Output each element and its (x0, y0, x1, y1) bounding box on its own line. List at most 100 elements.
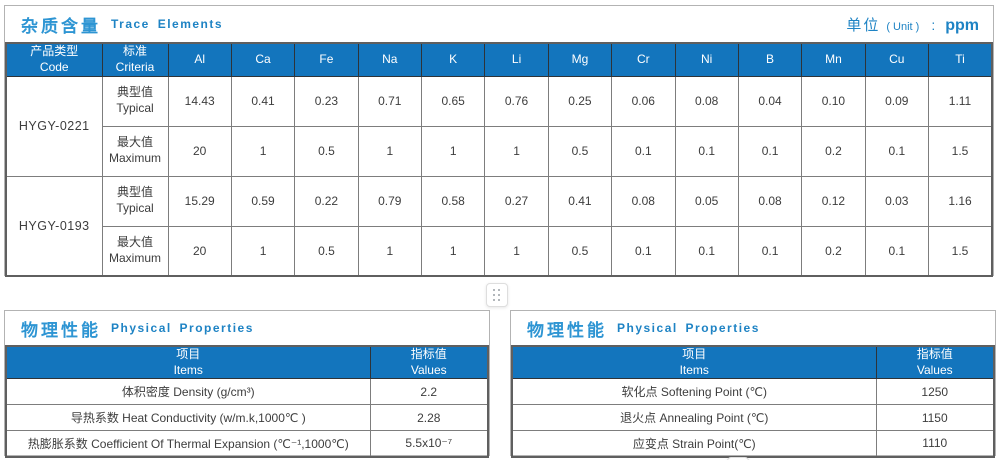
unit-colon: : (931, 16, 936, 33)
physical-properties-right-table: 项目 Items 指标值 Values 软化点 Softening Point … (511, 345, 995, 458)
value-cell: 0.2 (801, 125, 866, 177)
trace-title-en: Trace Elements (111, 17, 224, 31)
col-header-element: Ni (674, 42, 739, 77)
item-cell: 导热系数 Heat Conductivity (w/m.k,1000℃ ) (5, 404, 371, 432)
unit-cjk: 单位 (846, 16, 881, 34)
value-cell: 0.1 (674, 225, 739, 277)
col-header-values: 指标值 Values (369, 345, 489, 380)
value-cell: 0.65 (420, 75, 486, 127)
col-header-element: Ti (928, 42, 993, 77)
table-row: HYGY-0221 典型值 Typical 14.43 0.41 0.23 0.… (5, 75, 993, 177)
table-row: 最大值 Maximum 20 1 0.5 1 1 1 0.5 0.1 0.1 0… (6, 225, 993, 277)
value-cell: 0.22 (294, 175, 359, 227)
value-cell: 1 (484, 125, 549, 177)
drag-handle-icon[interactable] (486, 283, 508, 307)
value-cell: 0.1 (864, 125, 930, 177)
value-cell: 0.1 (674, 125, 739, 177)
value-cell: 2.2 (369, 378, 489, 406)
value-cell: 0.10 (801, 75, 866, 127)
value-cell: 0.5 (547, 225, 613, 277)
physical-left-title-en: Physical Properties (111, 321, 254, 335)
col-header-criteria: 标准 Criteria (101, 42, 169, 77)
table-row: 退火点 Annealing Point (℃) 1150 (511, 404, 995, 432)
trace-elements-section: 杂质含量 Trace Elements 单位 ( Unit ) : ppm 产品… (4, 5, 994, 277)
physical-right-header-row: 项目 Items 指标值 Values (511, 345, 995, 380)
value-cell: 0.12 (801, 175, 866, 227)
physical-right-title-cjk: 物理性能 (527, 320, 607, 340)
col-header-items: 项目 Items (5, 345, 371, 380)
value-cell: 0.5 (294, 225, 359, 277)
drag-handle-dots-icon (493, 288, 501, 302)
value-cell: 0.08 (674, 75, 739, 127)
value-cell: 2.28 (369, 404, 489, 432)
value-cell: 0.08 (611, 175, 676, 227)
col-header-values: 指标值 Values (875, 345, 995, 380)
physical-left-header-row: 项目 Items 指标值 Values (5, 345, 489, 380)
value-cell: 1150 (875, 404, 995, 432)
value-cell: 0.06 (611, 75, 676, 127)
value-cell: 1 (357, 125, 423, 177)
table-row: 应变点 Strain Point(℃) 1110 (511, 430, 995, 458)
physical-right-title-en: Physical Properties (617, 321, 760, 335)
table-row: 软化点 Softening Point (℃) 1250 (511, 378, 995, 406)
drag-handle-icon[interactable] (727, 457, 749, 460)
col-header-element: Cu (864, 42, 930, 77)
value-cell: 1.5 (928, 225, 993, 277)
value-cell: 0.76 (484, 75, 549, 127)
value-cell: 20 (167, 225, 232, 277)
value-cell: 20 (167, 125, 232, 177)
value-cell: 0.79 (357, 175, 423, 227)
value-cell: 0.58 (420, 175, 486, 227)
item-cell: 体积密度 Density (g/cm³) (5, 378, 371, 406)
value-cell: 0.09 (864, 75, 930, 127)
value-cell: 0.1 (611, 125, 676, 177)
col-header-element: Ca (230, 42, 296, 77)
item-cell: 退火点 Annealing Point (℃) (511, 404, 877, 432)
physical-right-titlebar: 物理性能 Physical Properties (511, 311, 995, 345)
table-row: 最大值 Maximum 20 1 0.5 1 1 1 0.5 0.1 0.1 0… (6, 125, 993, 177)
value-cell: 1.16 (928, 175, 993, 227)
value-cell: 1 (484, 225, 549, 277)
value-cell: 0.05 (674, 175, 739, 227)
col-header-items: 项目 Items (511, 345, 877, 380)
physical-properties-right-section: 物理性能 Physical Properties 项目 Items 指标值 Va… (510, 310, 996, 458)
value-cell: 0.71 (357, 75, 423, 127)
table-row: 导热系数 Heat Conductivity (w/m.k,1000℃ ) 2.… (5, 404, 489, 432)
product-code: HYGY-0221 (5, 75, 103, 177)
table-row: HYGY-0193 典型值 Typical 15.29 0.59 0.22 0.… (5, 175, 993, 277)
value-cell: 5.5x10⁻⁷ (369, 430, 489, 458)
value-cell: 1.11 (928, 75, 993, 127)
value-cell: 0.1 (737, 125, 803, 177)
physical-left-titlebar: 物理性能 Physical Properties (5, 311, 489, 345)
value-cell: 0.1 (864, 225, 930, 277)
value-cell: 0.2 (801, 225, 866, 277)
value-cell: 0.27 (484, 175, 549, 227)
value-cell: 15.29 (167, 175, 232, 227)
unit-value: ppm (945, 16, 979, 34)
trace-elements-table: 产品类型 Code 标准 Criteria Al Ca Fe Na K Li M… (5, 42, 993, 277)
value-cell: 0.03 (864, 175, 930, 227)
table-row: 热膨胀系数 Coefficient Of Thermal Expansion (… (5, 430, 489, 458)
value-cell: 0.08 (737, 175, 803, 227)
value-cell: 0.5 (547, 125, 613, 177)
value-cell: 0.41 (230, 75, 296, 127)
col-header-element: Na (357, 42, 423, 77)
value-cell: 0.25 (547, 75, 613, 127)
trace-header-row: 产品类型 Code 标准 Criteria Al Ca Fe Na K Li M… (5, 42, 993, 77)
value-cell: 1.5 (928, 125, 993, 177)
value-cell: 1 (420, 225, 486, 277)
item-cell: 软化点 Softening Point (℃) (511, 378, 877, 406)
criteria-cell: 最大值 Maximum (101, 225, 169, 277)
item-cell: 应变点 Strain Point(℃) (511, 430, 877, 458)
col-header-element: Mg (547, 42, 613, 77)
item-cell: 热膨胀系数 Coefficient Of Thermal Expansion (… (5, 430, 371, 458)
physical-properties-left-section: 物理性能 Physical Properties 项目 Items 指标值 Va… (4, 310, 490, 458)
value-cell: 14.43 (167, 75, 232, 127)
col-header-element: Mn (801, 42, 866, 77)
trace-title-cjk: 杂质含量 (21, 16, 101, 36)
unit-label: 单位 ( Unit ) : ppm (846, 14, 979, 35)
value-cell: 0.04 (737, 75, 803, 127)
product-code: HYGY-0193 (5, 175, 103, 277)
value-cell: 0.1 (737, 225, 803, 277)
